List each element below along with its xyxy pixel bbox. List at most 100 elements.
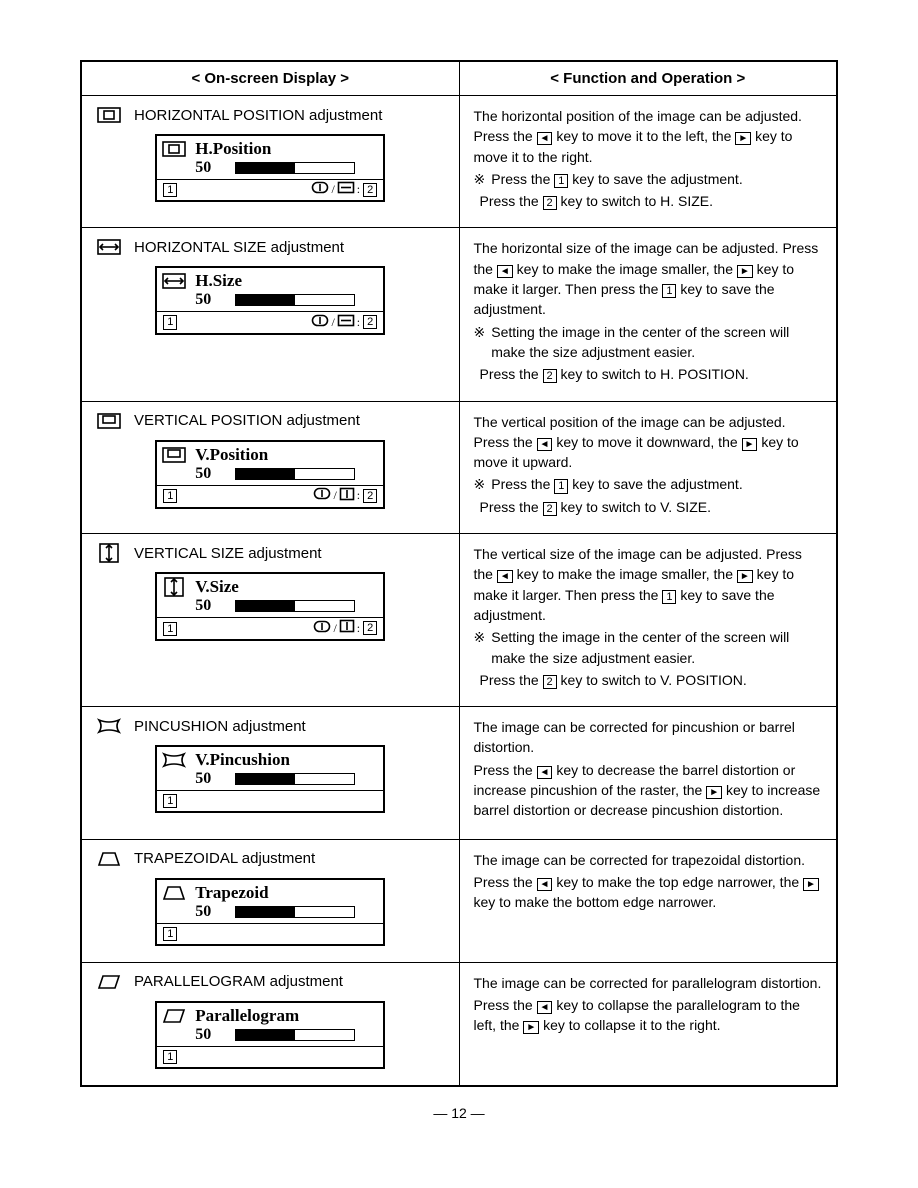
table-row: VERTICAL SIZE adjustment V.Size 50 1 /:2… [81, 534, 837, 707]
table-row: PARALLELOGRAM adjustment Parallelogram 5… [81, 962, 837, 1086]
ci-icon [314, 488, 330, 503]
osd-value: 50 [195, 903, 229, 921]
description-cell: The image can be corrected for parallelo… [459, 962, 837, 1086]
osd-panel: V.Position 50 1 /:2 [155, 440, 385, 509]
vsize-mini-icon [340, 488, 354, 504]
osd-panel: Parallelogram 50 1 [155, 1001, 385, 1069]
key-1: 1 [163, 315, 177, 329]
pincushion-icon [163, 752, 185, 768]
osd-value: 50 [195, 291, 229, 309]
osd-value: 50 [195, 597, 229, 615]
description-text: The vertical position of the image can b… [474, 412, 823, 473]
hpos-icon [163, 141, 185, 157]
key-1: 1 [163, 183, 177, 197]
description-text: Press the ◄ key to decrease the barrel d… [474, 760, 823, 821]
description-text: The image can be corrected for trapezoid… [474, 850, 823, 870]
osd-value: 50 [195, 1026, 229, 1044]
note-line: ※Setting the image in the center of the … [474, 322, 823, 363]
table-row: VERTICAL POSITION adjustment V.Position … [81, 401, 837, 533]
key-1: 1 [163, 927, 177, 941]
table-row: TRAPEZOIDAL adjustment Trapezoid 50 1 Th… [81, 839, 837, 962]
key-1: 1 [163, 489, 177, 503]
osd-panel: Trapezoid 50 1 [155, 878, 385, 946]
osd-name: V.Pincushion [195, 750, 377, 770]
description-cell: The horizontal size of the image can be … [459, 228, 837, 401]
description-text: The vertical size of the image can be ad… [474, 544, 823, 625]
osd-cell: HORIZONTAL POSITION adjustment H.Positio… [81, 96, 459, 228]
trapezoid-icon [96, 850, 122, 868]
header-left: < On-screen Display > [81, 61, 459, 96]
description-cell: The vertical size of the image can be ad… [459, 534, 837, 707]
note-line: ※Press the 1 key to save the adjustment. [474, 169, 823, 189]
pincushion-icon [96, 717, 122, 735]
ci-icon [314, 621, 330, 636]
osd-bar [235, 773, 355, 785]
osd-name: V.Size [195, 577, 377, 597]
table-row: PINCUSHION adjustment V.Pincushion 50 1 … [81, 707, 837, 839]
hsize-icon [163, 273, 185, 289]
osd-bar [235, 294, 355, 306]
row-title: VERTICAL POSITION adjustment [134, 412, 360, 429]
row-title: TRAPEZOIDAL adjustment [134, 850, 315, 867]
parallelogram-icon [96, 973, 122, 991]
table-row: HORIZONTAL POSITION adjustment H.Positio… [81, 96, 837, 228]
note-line: Press the 2 key to switch to H. POSITION… [474, 364, 823, 384]
osd-name: Trapezoid [195, 883, 377, 903]
key-2: 2 [363, 489, 377, 503]
note-line: ※Setting the image in the center of the … [474, 627, 823, 668]
osd-function-table: < On-screen Display > < Function and Ope… [80, 60, 838, 1087]
osd-bar [235, 906, 355, 918]
description-cell: The vertical position of the image can b… [459, 401, 837, 533]
vpos-icon [96, 412, 122, 430]
osd-cell: PARALLELOGRAM adjustment Parallelogram 5… [81, 962, 459, 1086]
vsize-mini-icon [340, 620, 354, 636]
row-title: PINCUSHION adjustment [134, 718, 306, 735]
ci-icon [312, 315, 328, 330]
description-cell: The horizontal position of the image can… [459, 96, 837, 228]
osd-value: 50 [195, 770, 229, 788]
osd-value: 50 [195, 159, 229, 177]
description-text: The horizontal position of the image can… [474, 106, 823, 167]
osd-bar [235, 1029, 355, 1041]
vsize-icon [96, 544, 122, 562]
description-text: Press the ◄ key to make the top edge nar… [474, 872, 823, 913]
osd-panel: H.Position 50 1 /:2 [155, 134, 385, 202]
hsize-mini-icon [338, 315, 354, 330]
vpos-icon [163, 447, 185, 463]
trapezoid-icon [163, 885, 185, 901]
row-title: PARALLELOGRAM adjustment [134, 973, 343, 990]
osd-cell: TRAPEZOIDAL adjustment Trapezoid 50 1 [81, 839, 459, 962]
description-text: Press the ◄ key to collapse the parallel… [474, 995, 823, 1036]
description-cell: The image can be corrected for pincushio… [459, 707, 837, 839]
row-title: HORIZONTAL POSITION adjustment [134, 107, 382, 124]
description-text: The image can be corrected for pincushio… [474, 717, 823, 758]
page-number: — 12 — [80, 1105, 838, 1121]
hsize-mini-icon [338, 182, 354, 197]
osd-cell: VERTICAL SIZE adjustment V.Size 50 1 /:2 [81, 534, 459, 707]
key-1: 1 [163, 1050, 177, 1064]
osd-name: H.Position [195, 139, 377, 159]
description-text: The image can be corrected for parallelo… [474, 973, 823, 993]
osd-panel: H.Size 50 1 /:2 [155, 266, 385, 334]
osd-name: Parallelogram [195, 1006, 377, 1026]
key-1: 1 [163, 622, 177, 636]
vsize-icon [163, 579, 185, 595]
osd-cell: VERTICAL POSITION adjustment V.Position … [81, 401, 459, 533]
osd-cell: HORIZONTAL SIZE adjustment H.Size 50 1 /… [81, 228, 459, 401]
osd-panel: V.Pincushion 50 1 [155, 745, 385, 813]
key-2: 2 [363, 183, 377, 197]
osd-value: 50 [195, 465, 229, 483]
row-title: HORIZONTAL SIZE adjustment [134, 239, 344, 256]
key-1: 1 [163, 794, 177, 808]
osd-panel: V.Size 50 1 /:2 [155, 572, 385, 641]
osd-bar [235, 468, 355, 480]
note-line: ※Press the 1 key to save the adjustment. [474, 474, 823, 494]
parallelogram-icon [163, 1008, 185, 1024]
note-line: Press the 2 key to switch to V. POSITION… [474, 670, 823, 690]
osd-name: V.Position [195, 445, 377, 465]
osd-bar [235, 162, 355, 174]
osd-bar [235, 600, 355, 612]
row-title: VERTICAL SIZE adjustment [134, 545, 322, 562]
note-line: Press the 2 key to switch to H. SIZE. [474, 191, 823, 211]
osd-name: H.Size [195, 271, 377, 291]
